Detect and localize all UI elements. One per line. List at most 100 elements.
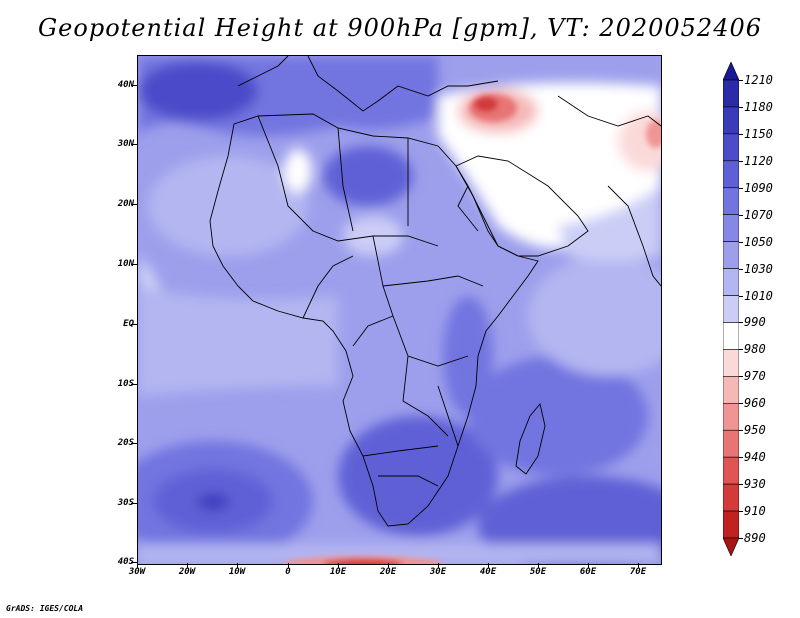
y-label-20n: 20N bbox=[117, 199, 134, 209]
colorbar-label: 950 bbox=[744, 423, 766, 438]
colorbar-label: 1050 bbox=[744, 234, 773, 249]
colorbar-label: 930 bbox=[744, 477, 766, 492]
colorbar-tick bbox=[739, 349, 743, 351]
colorbar-tick bbox=[739, 106, 743, 108]
x-tick bbox=[187, 563, 188, 568]
colorbar-label: 910 bbox=[744, 504, 766, 519]
footer-credit: GrADS: IGES/COLA bbox=[6, 604, 84, 613]
colorbar-segment bbox=[723, 187, 739, 216]
colorbar-tick bbox=[739, 295, 743, 297]
colorbar-segment bbox=[723, 402, 739, 431]
colorbar-segment bbox=[723, 106, 739, 135]
colorbar-segment bbox=[723, 214, 739, 242]
colorbar-segment bbox=[723, 295, 739, 323]
colorbar-tick bbox=[739, 241, 743, 243]
x-label-10w: 10W bbox=[228, 567, 246, 577]
y-label-30n: 30N bbox=[117, 139, 134, 149]
colorbar-tick bbox=[739, 322, 743, 324]
colorbar-label: 1010 bbox=[744, 288, 773, 303]
colorbar-label: 1120 bbox=[744, 153, 773, 168]
y-tick bbox=[131, 324, 137, 325]
geopotential-field bbox=[138, 56, 661, 564]
x-tick bbox=[488, 563, 489, 568]
colorbar-tick bbox=[739, 484, 743, 486]
y-tick bbox=[131, 503, 137, 504]
colorbar-tick bbox=[739, 403, 743, 405]
colorbar-label: 970 bbox=[744, 369, 766, 384]
colorbar-label: 940 bbox=[744, 450, 766, 465]
colorbar-label: 1180 bbox=[744, 99, 773, 114]
colorbar-tick bbox=[739, 80, 743, 81]
x-label-40e: 40E bbox=[479, 567, 497, 577]
map-panel bbox=[137, 55, 662, 565]
colorbar-segment bbox=[723, 456, 739, 485]
x-tick bbox=[388, 563, 389, 568]
colorbar-label: 1070 bbox=[744, 207, 773, 222]
colorbar-label: 1090 bbox=[744, 180, 773, 195]
y-label-40n: 40N bbox=[117, 80, 134, 90]
colorbar-segment bbox=[723, 133, 739, 162]
colorbar-segment bbox=[723, 429, 739, 458]
colorbar-label: 990 bbox=[744, 315, 766, 330]
colorbar-segment bbox=[723, 349, 739, 377]
colorbar-label: 1030 bbox=[744, 261, 773, 276]
colorbar-segment bbox=[723, 241, 739, 269]
x-tick bbox=[288, 563, 289, 568]
colorbar-label: 960 bbox=[744, 396, 766, 411]
x-tick bbox=[338, 563, 339, 568]
x-tick bbox=[137, 563, 138, 568]
x-label-60e: 60E bbox=[579, 567, 597, 577]
x-tick bbox=[638, 563, 639, 568]
colorbar-tick bbox=[739, 538, 743, 539]
x-label-20w: 20W bbox=[178, 567, 196, 577]
y-tick bbox=[131, 562, 137, 563]
y-label-30s: 30S bbox=[117, 498, 134, 508]
y-label-10n: 10N bbox=[117, 259, 134, 269]
field-core-shading bbox=[283, 94, 661, 564]
y-label-40s: 40S bbox=[117, 557, 134, 567]
x-label-0: 0 bbox=[285, 567, 291, 577]
coastlines bbox=[209, 56, 661, 527]
colorbar-bottom-arrow bbox=[723, 537, 739, 556]
x-tick bbox=[237, 563, 238, 568]
colorbar-top-arrow bbox=[723, 62, 739, 81]
y-tick bbox=[131, 85, 137, 86]
x-label-20e: 20E bbox=[379, 567, 397, 577]
y-tick bbox=[131, 443, 137, 444]
x-label-30w: 30W bbox=[128, 567, 146, 577]
colorbar bbox=[723, 62, 739, 556]
x-label-70e: 70E bbox=[629, 567, 647, 577]
colorbar-tick bbox=[739, 376, 743, 378]
y-label-10s: 10S bbox=[117, 379, 134, 389]
colorbar-segment bbox=[723, 322, 739, 350]
colorbar-tick bbox=[739, 511, 743, 513]
colorbar-tick bbox=[739, 430, 743, 432]
colorbar-tick bbox=[739, 187, 743, 189]
y-tick bbox=[131, 204, 137, 205]
y-tick bbox=[131, 144, 137, 145]
y-label-20s: 20S bbox=[117, 438, 134, 448]
colorbar-label: 980 bbox=[744, 342, 766, 357]
colorbar-segment bbox=[723, 160, 739, 189]
colorbar-tick bbox=[739, 457, 743, 459]
y-label-eq: EQ bbox=[123, 319, 134, 329]
colorbar-segment bbox=[723, 376, 739, 404]
x-tick bbox=[438, 563, 439, 568]
colorbar-tick bbox=[739, 268, 743, 270]
colorbar-segment bbox=[723, 510, 739, 539]
colorbar-tick bbox=[739, 160, 743, 162]
colorbar-label: 1150 bbox=[744, 126, 773, 141]
x-label-30e: 30E bbox=[429, 567, 447, 577]
map-title: Geopotential Height at 900hPa [gpm], VT:… bbox=[38, 14, 762, 42]
y-tick bbox=[131, 264, 137, 265]
x-label-50e: 50E bbox=[529, 567, 547, 577]
y-tick bbox=[131, 384, 137, 385]
colorbar-label: 1210 bbox=[744, 73, 773, 87]
colorbar-label: 890 bbox=[744, 531, 766, 545]
colorbar-tick bbox=[739, 214, 743, 216]
x-tick bbox=[588, 563, 589, 568]
colorbar-segment bbox=[723, 483, 739, 512]
colorbar-tick bbox=[739, 133, 743, 135]
colorbar-segment bbox=[723, 268, 739, 296]
x-tick bbox=[538, 563, 539, 568]
